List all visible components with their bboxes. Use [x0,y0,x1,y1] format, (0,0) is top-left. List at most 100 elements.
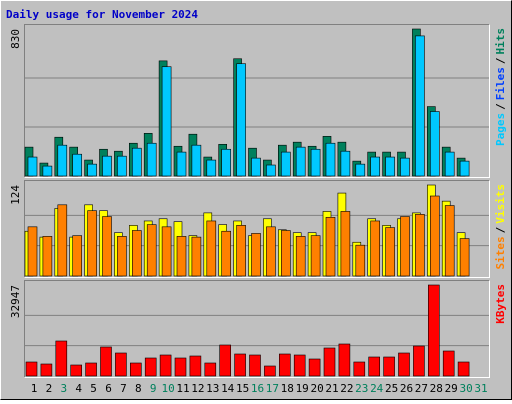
x-tick-label: 27 [415,382,428,395]
bar [219,344,231,377]
bar [100,346,112,377]
bar [117,155,127,177]
legend-entry: Pages [494,113,507,146]
bar [144,357,157,377]
legend: Sites / Visits [494,184,507,270]
bar [353,361,366,377]
panel-light [24,280,490,378]
legend-separator: / [494,57,507,64]
x-tick-label: 1 [31,382,38,395]
x-tick-label: 13 [206,382,219,395]
bar [308,358,321,377]
bar [191,236,202,277]
x-tick-label: 2 [46,382,53,395]
bar [176,236,187,277]
bar [191,144,202,177]
bar [457,361,470,377]
y-tick-label: 830 [9,29,22,49]
bar [310,235,321,277]
legend-entry: Sites [494,236,507,269]
bar [204,362,217,377]
x-tick-label: 30 [459,382,472,395]
bar [385,227,395,277]
bar [429,195,440,277]
bar [85,362,97,377]
bar [340,150,351,177]
bar [146,142,157,177]
bar [325,216,336,277]
bar [102,216,112,277]
panel-shadow [24,180,490,278]
panel-shadow [24,24,490,178]
bar [159,354,172,377]
bar [385,156,395,177]
x-tick-label: 9 [150,382,157,395]
bar [398,352,410,377]
bar [176,151,187,177]
panel-light [24,180,490,278]
x-tick-label: 21 [325,382,338,395]
bar [310,148,321,177]
bar [427,284,440,377]
x-tick-label: 20 [310,382,323,395]
bar [57,204,68,277]
bar [132,230,142,277]
bar [459,238,470,277]
bar [174,357,187,377]
x-tick-label: 6 [105,382,112,395]
bar [293,354,306,377]
bar [295,146,306,177]
legend-entry: Hits [494,28,507,55]
bar [429,111,440,177]
y-tick-label: 32947 [9,285,22,318]
bar [161,66,172,177]
bar [266,164,276,177]
x-tick-label: 16 [251,382,264,395]
x-tick-label: 8 [135,382,142,395]
bar [280,230,291,277]
bar [295,236,306,277]
x-tick-label: 19 [296,382,309,395]
legend: KBytes [494,284,507,324]
bar [132,147,142,177]
bar [42,236,53,277]
bar [400,157,410,177]
bar [57,144,68,177]
bar [25,361,38,377]
legend-entry: KBytes [494,284,507,324]
bar [146,224,157,277]
bar [413,345,425,377]
panel-light [24,24,490,178]
bar [368,356,381,377]
bar [72,153,82,177]
legend: Pages / Files / Hits [494,28,507,146]
y-tick-label: 124 [9,185,22,205]
bar [442,350,455,377]
bar [206,220,217,277]
bar [266,226,276,277]
bar [27,226,38,277]
x-tick-label: 11 [176,382,189,395]
bar [444,205,455,277]
bar [236,63,246,177]
x-tick-label: 24 [370,382,384,395]
bar [459,160,470,177]
x-tick-label: 18 [281,382,294,395]
bar [40,363,53,377]
bar [400,216,410,277]
bar [444,151,455,177]
bar [221,230,231,277]
bar [87,210,97,277]
x-tick-label: 4 [75,382,82,395]
bar [87,163,97,177]
legend-separator: / [494,226,507,233]
x-tick-label: 3 [60,382,67,395]
bar [370,156,381,177]
bar [55,340,68,377]
bar [338,343,351,377]
x-tick-label: 5 [90,382,97,395]
chart-title: Daily usage for November 2024 [6,8,198,21]
bar [251,157,261,177]
x-tick-label: 10 [161,382,174,395]
